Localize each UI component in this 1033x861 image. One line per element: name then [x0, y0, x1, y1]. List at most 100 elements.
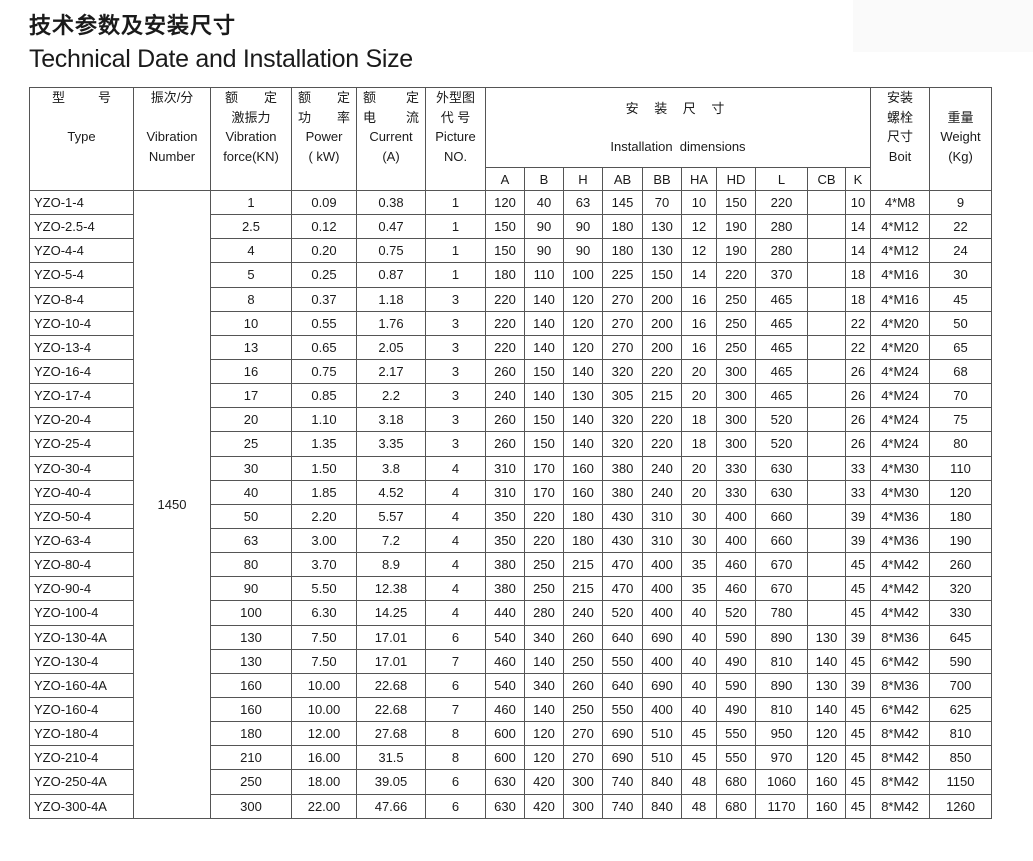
- cell-b: 150: [524, 358, 564, 385]
- cell-power: 7.50: [291, 648, 357, 674]
- cell-force: 63: [210, 527, 292, 554]
- cell-hd: 300: [716, 358, 756, 385]
- cell-type: YZO-40-4: [29, 479, 134, 505]
- cell-force: 90: [210, 576, 292, 602]
- cell-a: 120: [485, 189, 525, 216]
- cell-b: 340: [524, 672, 564, 698]
- cell-ab: 225: [602, 262, 643, 288]
- cell-k: 10: [845, 189, 871, 216]
- cell-l: 220: [755, 189, 808, 216]
- cell-power: 0.20: [291, 238, 357, 264]
- cell-a: 240: [485, 383, 525, 409]
- cell-a: 220: [485, 334, 525, 360]
- header-weight: 重量 Weight (Kg): [929, 87, 992, 191]
- header-dim-h: H: [563, 167, 603, 191]
- cell-ab: 470: [602, 576, 643, 602]
- cell-h: 63: [563, 189, 603, 216]
- cell-picture: 6: [425, 672, 486, 698]
- cell-bolt: 4*M36: [870, 527, 930, 554]
- cell-power: 1.35: [291, 431, 357, 457]
- cell-picture: 8: [425, 721, 486, 747]
- cell-picture: 4: [425, 479, 486, 505]
- cell-current: 2.17: [356, 358, 426, 385]
- cell-a: 260: [485, 358, 525, 385]
- cell-h: 130: [563, 383, 603, 409]
- cell-cb: [807, 383, 846, 409]
- cell-bb: 70: [642, 189, 682, 216]
- cell-h: 120: [563, 286, 603, 312]
- cell-hd: 300: [716, 431, 756, 457]
- cell-b: 170: [524, 479, 564, 505]
- table-row: YZO-300-4A 300 22.00 47.66 6 630 420 300 740 840 4…: [29, 793, 992, 819]
- cell-weight: 180: [929, 503, 992, 529]
- table-row: YZO-180-4 180 12.00 27.68 8 600 120 270 690 510 45…: [29, 721, 992, 747]
- cell-weight: 190: [929, 527, 992, 554]
- cell-h: 180: [563, 503, 603, 529]
- cell-h: 250: [563, 696, 603, 723]
- cell-weight: 22: [929, 214, 992, 240]
- cell-power: 0.85: [291, 383, 357, 409]
- cell-b: 150: [524, 407, 564, 433]
- cell-bb: 215: [642, 383, 682, 409]
- cell-force: 13: [210, 334, 292, 360]
- cell-l: 660: [755, 527, 808, 554]
- cell-cb: [807, 527, 846, 554]
- cell-ab: 320: [602, 431, 643, 457]
- cell-l: 465: [755, 334, 808, 360]
- cell-power: 5.50: [291, 576, 357, 602]
- cell-picture: 3: [425, 286, 486, 312]
- cell-a: 150: [485, 214, 525, 240]
- cell-type: YZO-20-4: [29, 407, 134, 433]
- cell-weight: 30: [929, 262, 992, 288]
- cell-l: 630: [755, 455, 808, 481]
- cell-cb: [807, 431, 846, 457]
- cell-hd: 520: [716, 600, 756, 626]
- cell-bb: 400: [642, 648, 682, 674]
- cell-current: 5.57: [356, 503, 426, 529]
- cell-k: 39: [845, 672, 871, 698]
- cell-picture: 3: [425, 407, 486, 433]
- cell-l: 465: [755, 310, 808, 336]
- cell-picture: 3: [425, 383, 486, 409]
- cell-b: 140: [524, 696, 564, 723]
- cell-ha: 40: [681, 600, 717, 626]
- cell-current: 0.87: [356, 262, 426, 288]
- cell-a: 380: [485, 552, 525, 578]
- cell-current: 47.66: [356, 793, 426, 819]
- cell-bb: 200: [642, 310, 682, 336]
- cell-bb: 130: [642, 238, 682, 264]
- cell-k: 45: [845, 769, 871, 795]
- cell-ha: 12: [681, 214, 717, 240]
- cell-b: 140: [524, 334, 564, 360]
- cell-h: 140: [563, 407, 603, 433]
- cell-force: 17: [210, 383, 292, 409]
- header-type: 型号 Type: [29, 87, 134, 191]
- cell-h: 250: [563, 648, 603, 674]
- cell-bolt: 4*M24: [870, 431, 930, 457]
- cell-hd: 590: [716, 624, 756, 650]
- cell-bb: 510: [642, 721, 682, 747]
- cell-b: 420: [524, 769, 564, 795]
- title-english: Technical Date and Installation Size: [29, 45, 413, 73]
- cell-cb: [807, 479, 846, 505]
- cell-weight: 320: [929, 576, 992, 602]
- cell-type: YZO-300-4A: [29, 793, 134, 819]
- cell-h: 100: [563, 262, 603, 288]
- cell-hd: 460: [716, 552, 756, 578]
- table-row: YZO-20-4 20 1.10 3.18 3 260 150 140 320 220 18 300 5…: [29, 407, 992, 433]
- cell-ab: 690: [602, 721, 643, 747]
- cell-type: YZO-250-4A: [29, 769, 134, 795]
- cell-type: YZO-100-4: [29, 600, 134, 626]
- cell-a: 540: [485, 624, 525, 650]
- cell-hd: 550: [716, 745, 756, 771]
- cell-a: 440: [485, 600, 525, 626]
- cell-type: YZO-180-4: [29, 721, 134, 747]
- cell-h: 270: [563, 721, 603, 747]
- table-row: YZO-130-4 130 7.50 17.01 7 460 140 250 550 400 40 4…: [29, 648, 992, 674]
- corner-background: [853, 0, 1033, 52]
- cell-b: 220: [524, 503, 564, 529]
- cell-type: YZO-4-4: [29, 238, 134, 264]
- cell-l: 950: [755, 721, 808, 747]
- table-row: YZO-63-4 63 3.00 7.2 4 350 220 180 430 310 30 400 66…: [29, 527, 992, 554]
- cell-picture: 4: [425, 455, 486, 481]
